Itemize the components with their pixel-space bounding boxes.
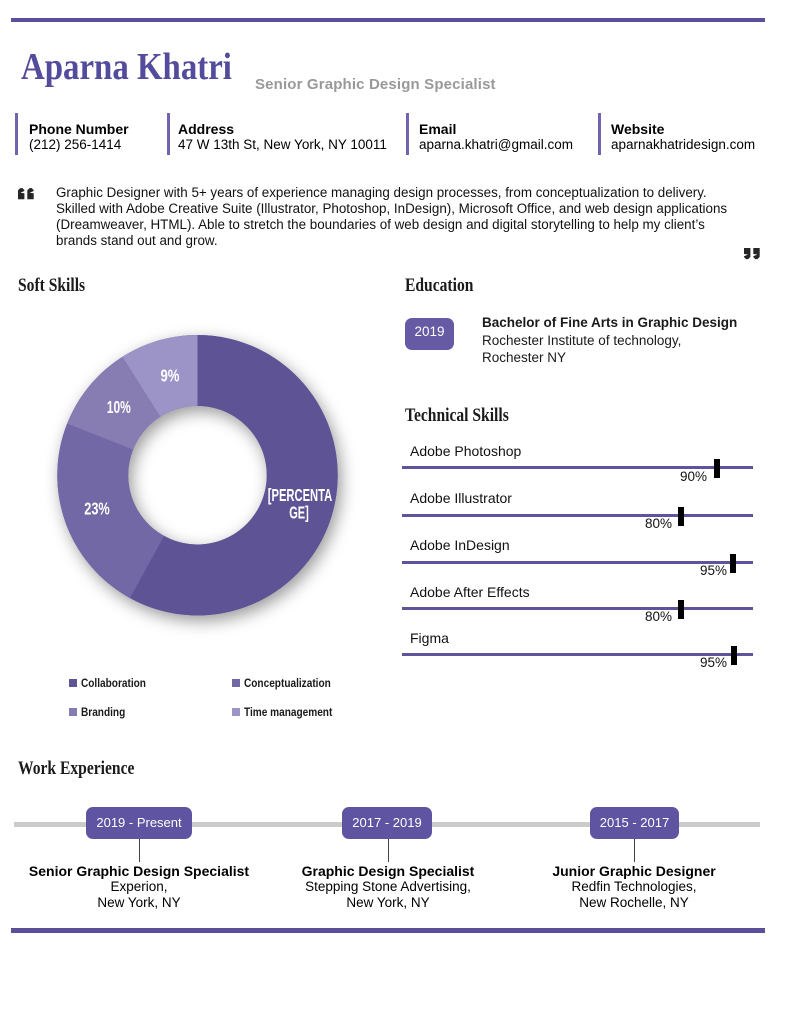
svg-text:10%: 10% bbox=[107, 397, 131, 417]
svg-text:23%: 23% bbox=[84, 499, 110, 519]
svg-text:[PERCENTA: [PERCENTA bbox=[268, 485, 333, 505]
svg-text:9%: 9% bbox=[161, 366, 180, 386]
svg-text:GE]: GE] bbox=[289, 503, 309, 523]
